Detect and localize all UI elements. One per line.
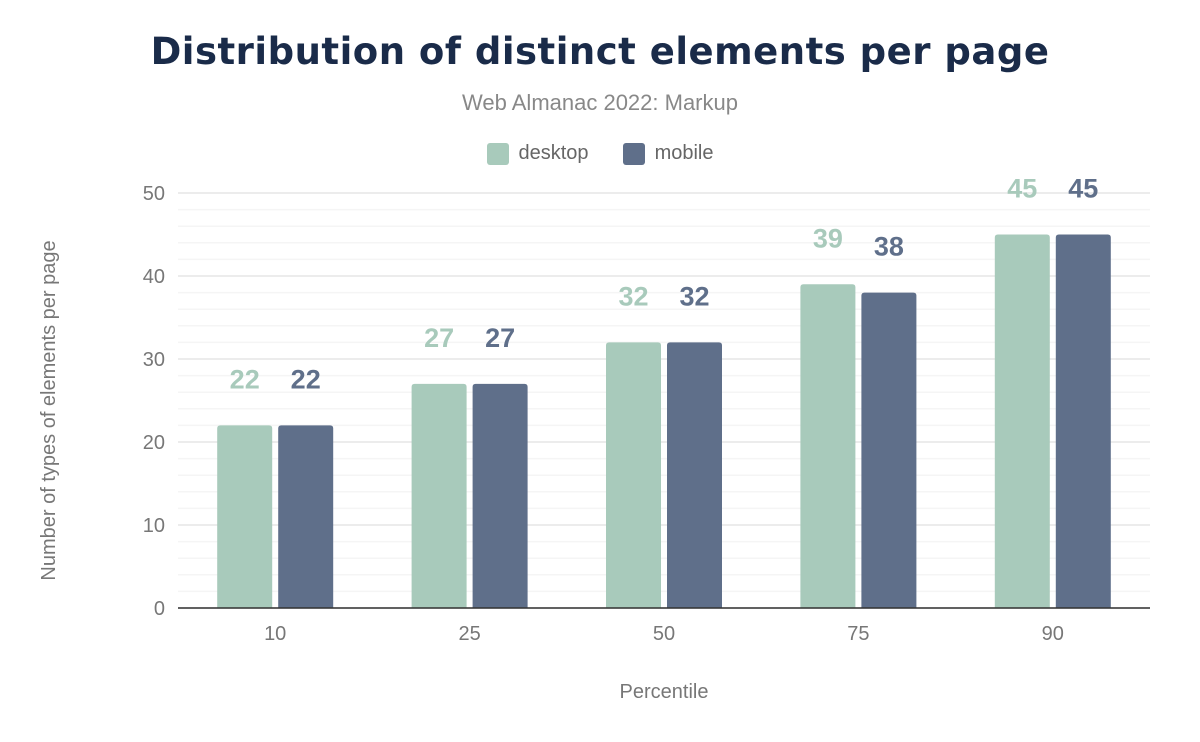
- data-label-mobile: 38: [874, 232, 904, 262]
- y-tick-label: 30: [143, 349, 165, 371]
- legend-item-mobile[interactable]: mobile: [622, 142, 714, 165]
- x-tick-label: 75: [847, 623, 869, 645]
- chart-title: Distribution of distinct elements per pa…: [150, 30, 1050, 73]
- chart-subtitle: Web Almanac 2022: Markup: [462, 90, 738, 115]
- y-tick-label: 0: [154, 598, 165, 620]
- bar-mobile: [472, 383, 528, 608]
- bar-mobile: [278, 425, 334, 608]
- y-tick-label: 20: [143, 432, 165, 454]
- data-label-mobile: 27: [485, 323, 515, 353]
- bar-desktop: [994, 234, 1050, 608]
- x-tick-label: 25: [458, 623, 480, 645]
- bar-desktop: [800, 284, 856, 608]
- data-label-desktop: 22: [230, 364, 260, 394]
- x-tick-label: 90: [1042, 623, 1064, 645]
- data-label-mobile: 22: [291, 364, 321, 394]
- legend: desktop mobile: [0, 142, 1200, 165]
- y-axis-title: Number of types of elements per page: [38, 240, 60, 580]
- legend-swatch-mobile: [622, 142, 645, 165]
- legend-label: desktop: [518, 142, 589, 164]
- data-label-mobile: 45: [1068, 174, 1098, 204]
- x-tick-label: 10: [264, 623, 286, 645]
- x-tick-label: 50: [653, 623, 675, 645]
- bar-desktop: [411, 383, 467, 608]
- bar-mobile: [1055, 234, 1111, 608]
- data-label-desktop: 45: [1007, 174, 1037, 204]
- bar-mobile: [667, 342, 722, 608]
- x-axis-title: Percentile: [620, 681, 709, 703]
- data-label-desktop: 32: [618, 281, 648, 311]
- bar-mobile: [861, 292, 917, 608]
- legend-item-desktop[interactable]: desktop: [486, 142, 589, 165]
- legend-label: mobile: [654, 142, 714, 164]
- y-tick-label: 50: [143, 183, 165, 205]
- data-label-desktop: 27: [424, 323, 454, 353]
- data-label-desktop: 39: [813, 223, 843, 253]
- legend-swatch-desktop: [486, 142, 509, 165]
- bar-desktop: [606, 342, 661, 608]
- y-tick-label: 10: [143, 515, 165, 537]
- y-tick-label: 40: [143, 266, 165, 288]
- bar-desktop: [217, 425, 273, 608]
- data-label-mobile: 32: [679, 281, 709, 311]
